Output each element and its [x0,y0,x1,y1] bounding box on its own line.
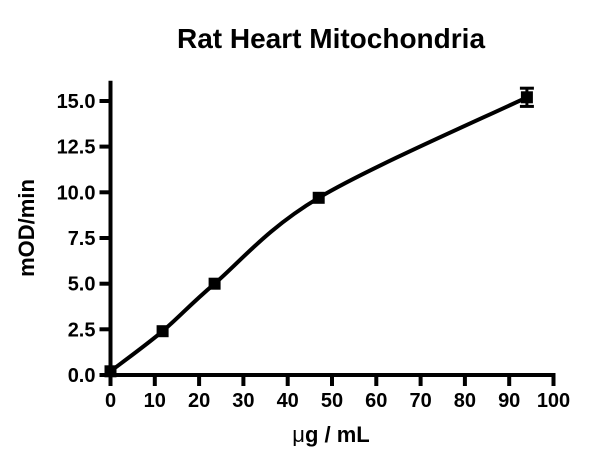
y-tick-label: 0.0 [68,365,96,387]
x-tick-label: 10 [144,390,166,412]
y-tick-label: 7.5 [68,228,96,250]
x-tick-label: 40 [277,390,299,412]
x-tick-label: 80 [454,390,476,412]
data-point-marker [156,325,169,338]
x-tick-label: 60 [365,390,387,412]
x-axis-label: μg / mL [292,422,369,447]
axis-spines [108,80,556,377]
data-point-marker [104,365,117,378]
data-curve [109,95,528,373]
x-tick-label: 30 [232,390,254,412]
x-tick-label: 50 [321,390,343,412]
data-point-marker [520,91,533,104]
x-tick-label: 0 [105,390,116,412]
y-tick-label: 15.0 [57,91,96,113]
y-tick-label: 10.0 [57,182,96,204]
chart-title: Rat Heart Mitochondria [177,23,485,54]
x-tick-label: 20 [188,390,210,412]
y-tick-label: 2.5 [68,319,96,341]
x-tick-label: 90 [498,390,520,412]
data-point-marker [208,277,221,290]
x-axis-label-mu: μ [292,422,305,447]
plot-area: 0 10 20 30 40 50 60 70 80 90 100 0.0 2.5 5.0 7.5 10.0 12… [57,80,570,412]
y-axis-label: mOD/min [14,179,39,277]
x-tick-label: 70 [409,390,431,412]
x-tick-label: 100 [537,390,570,412]
y-tick-label: 5.0 [68,274,96,296]
y-tick-label: 12.5 [57,137,96,159]
x-axis-label-units: g / mL [305,422,370,447]
data-point-marker [312,191,325,204]
